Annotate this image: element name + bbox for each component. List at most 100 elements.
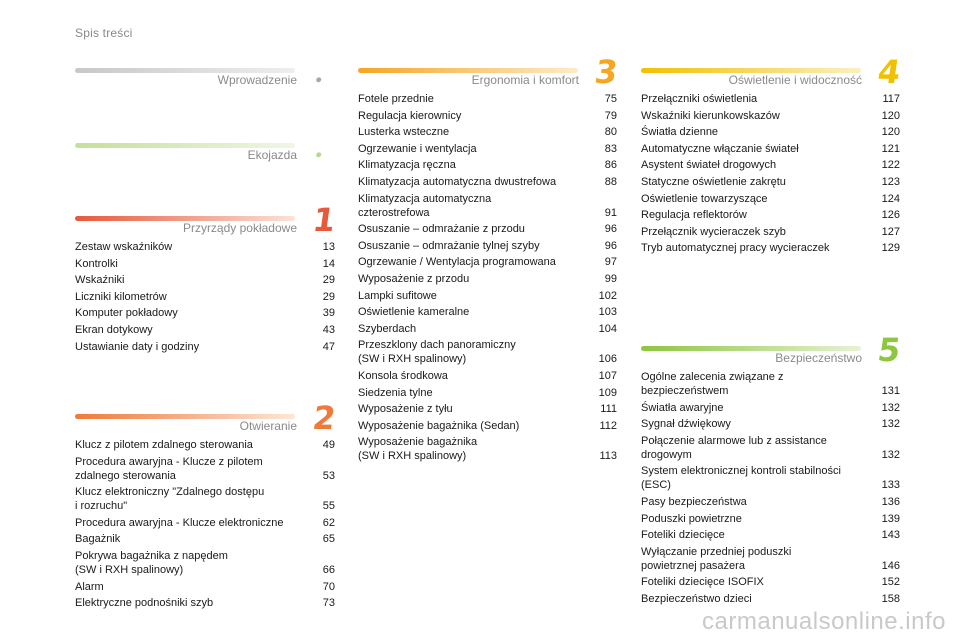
toc-entry-title: Przełączniki oświetlenia — [641, 93, 758, 105]
toc-entry-title: Procedura awaryjna - Klucze z pilotem zd… — [75, 455, 263, 482]
toc-entry[interactable]: Poduszki powietrzne 139 — [641, 512, 900, 526]
toc-entry[interactable]: Kontrolki 14 — [75, 257, 335, 271]
toc-entry-page: 152 — [881, 576, 900, 589]
toc-entry-page: 99 — [604, 272, 617, 285]
toc-entry[interactable]: Foteliki dziecięce 143 — [641, 528, 900, 542]
toc-entry[interactable]: Klimatyzacja ręczna 86 — [358, 158, 617, 172]
toc-entry-title: Klimatyzacja automatyczna dwustrefowa — [358, 175, 557, 188]
toc-entry-page: 131 — [881, 385, 900, 397]
toc-entry[interactable]: Wyłączanie przedniej poduszki powietrzne… — [641, 545, 900, 573]
toc-entry-title: Alarm — [75, 580, 104, 593]
toc-entry-title: Komputer pokładowy — [75, 307, 178, 320]
toc-entry[interactable]: Przełącznik wycieraczek szyb 127 — [641, 225, 900, 239]
toc-entry[interactable]: Procedura awaryjna - Klucze elektroniczn… — [75, 516, 335, 530]
toc-entry-title: Lusterka wsteczne — [358, 126, 450, 139]
toc-entry-page: 146 — [881, 559, 900, 572]
toc-entry[interactable]: Klucz elektroniczny "Zdalnego dostępu i … — [75, 485, 335, 513]
toc-entry[interactable]: Oświetlenie towarzyszące 124 — [641, 192, 900, 206]
toc-entry[interactable]: Bezpieczeństwo dzieci 158 — [641, 592, 900, 606]
toc-entry[interactable]: Alarm 70 — [75, 580, 335, 594]
section-title[interactable]: Wprowadzenie — [217, 73, 297, 87]
toc-entry-title: Tryb automatycznej pracy wycieraczek — [641, 242, 830, 255]
toc-entry-title: Foteliki dziecięce ISOFIX — [641, 576, 764, 589]
toc-entry-title: Osuszanie – odmrażanie tylnej szyby — [358, 239, 540, 252]
toc-entry[interactable]: Wyposażenie z tyłu 111 — [358, 402, 617, 416]
section-title[interactable]: Bezpieczeństwo — [775, 351, 862, 365]
section-title[interactable]: Oświetlenie i widoczność — [728, 73, 862, 87]
section-title[interactable]: Ergonomia i komfort — [471, 73, 579, 87]
toc-entry[interactable]: Procedura awaryjna - Klucze z pilotem zd… — [75, 455, 335, 483]
toc-entry[interactable]: Bagażnik 65 — [75, 532, 335, 546]
toc-entry[interactable]: Liczniki kilometrów 29 — [75, 290, 335, 304]
toc-entry[interactable]: Wskaźniki kierunkowskazów 120 — [641, 109, 900, 123]
toc-entry[interactable]: Lusterka wsteczne 80 — [358, 125, 617, 139]
page-title: Spis treści — [75, 26, 133, 40]
toc-entry[interactable]: Konsola środkowa 107 — [358, 369, 617, 383]
toc-entry[interactable]: Elektryczne podnośniki szyb 73 — [75, 596, 335, 610]
toc-entry[interactable]: Klimatyzacja automatyczna czterostrefowa… — [358, 192, 617, 220]
toc-entry[interactable]: Wyposażenie bagażnika (Sedan) 112 — [358, 419, 617, 433]
toc-entry[interactable]: Tryb automatycznej pracy wycieraczek 129 — [641, 241, 900, 255]
toc-entry[interactable]: Foteliki dziecięce ISOFIX 152 — [641, 575, 900, 589]
toc-entry[interactable]: Siedzenia tylne 109 — [358, 386, 617, 400]
toc-entry[interactable]: Zestaw wskaźników 13 — [75, 240, 335, 254]
section-number: 1 — [310, 201, 338, 239]
section-bar — [358, 68, 578, 73]
section-number: 4 — [875, 53, 903, 91]
toc-entry-page: 143 — [881, 529, 900, 542]
toc-entry-page: 123 — [881, 175, 900, 188]
toc-entry[interactable]: Osuszanie – odmrażanie z przodu 96 — [358, 222, 617, 236]
toc-entry[interactable]: Lampki sufitowe 102 — [358, 289, 617, 303]
toc-entry-page: 136 — [881, 495, 900, 508]
toc-entry-title: Klimatyzacja automatyczna czterostrefowa — [358, 192, 492, 219]
toc-entry-page: 70 — [322, 580, 335, 593]
toc-entry-title: Regulacja kierownicy — [358, 109, 462, 122]
toc-entry[interactable]: Fotele przednie 75 — [358, 92, 617, 106]
toc-entry[interactable]: Wskaźniki 29 — [75, 273, 335, 287]
toc-entry-title: Elektryczne podnośniki szyb — [75, 597, 214, 610]
section-title[interactable]: Przyrządy pokładowe — [182, 221, 297, 235]
toc-entry[interactable]: Osuszanie – odmrażanie tylnej szyby 96 — [358, 239, 617, 253]
toc-entry[interactable]: Ogrzewanie i wentylacja 83 — [358, 142, 617, 156]
section-title[interactable]: Otwieranie — [239, 419, 297, 433]
section-4: Oświetlenie i widoczność 4 Przełączniki … — [641, 53, 903, 258]
toc-entry[interactable]: Klimatyzacja automatyczna dwustrefowa 88 — [358, 175, 617, 189]
section-intro: Wprowadzenie • — [75, 64, 335, 92]
toc-entry-page: 124 — [881, 192, 900, 205]
section-title[interactable]: Ekojazda — [247, 148, 297, 162]
toc-entry[interactable]: Asystent świateł drogowych 122 — [641, 158, 900, 172]
toc-entry[interactable]: Regulacja reflektorów 126 — [641, 208, 900, 222]
toc-entry[interactable]: Przełączniki oświetlenia 117 — [641, 92, 900, 106]
toc-entry-title: Wyposażenie z tyłu — [358, 403, 453, 416]
toc-entry[interactable]: Ogólne zalecenia związane z bezpieczeńst… — [641, 370, 900, 398]
toc-entry[interactable]: Ogrzewanie / Wentylacja programowana 97 — [358, 255, 617, 269]
toc-entry-page: 104 — [598, 322, 617, 335]
toc-entry[interactable]: Komputer pokładowy 39 — [75, 306, 335, 320]
toc-entry-title: Klucz elektroniczny "Zdalnego dostępu i … — [75, 486, 265, 513]
toc-entry[interactable]: Przeszklony dach panoramiczny (SW i RXH … — [358, 338, 617, 366]
toc-entry[interactable]: Klucz z pilotem zdalnego sterowania 49 — [75, 438, 335, 452]
toc-entry[interactable]: Ekran dotykowy 43 — [75, 323, 335, 337]
toc-entry-title: Osuszanie – odmrażanie z przodu — [358, 223, 525, 236]
toc-entry[interactable]: Wyposażenie bagażnika (SW i RXH spalinow… — [358, 435, 617, 463]
toc-entry[interactable]: Pokrywa bagażnika z napędem (SW i RXH sp… — [75, 549, 335, 577]
toc-entry[interactable]: Wyposażenie z przodu 99 — [358, 272, 617, 286]
toc-entry[interactable]: Światła dzienne 120 — [641, 125, 900, 139]
toc-entry[interactable]: Oświetlenie kameralne 103 — [358, 305, 617, 319]
toc-entry[interactable]: Pasy bezpieczeństwa 136 — [641, 495, 900, 509]
toc-entry[interactable]: Automatyczne włączanie świateł 121 — [641, 142, 900, 156]
toc-entry[interactable]: Ustawianie daty i godziny 47 — [75, 340, 335, 354]
toc-entry[interactable]: Regulacja kierownicy 79 — [358, 109, 617, 123]
toc-entry[interactable]: Sygnał dźwiękowy 132 — [641, 417, 900, 431]
toc-entry-page: 132 — [881, 418, 900, 431]
toc-entry-page: 91 — [604, 206, 617, 219]
toc-entry-title: Przeszklony dach panoramiczny (SW i RXH … — [358, 339, 516, 366]
toc-entry-title: Liczniki kilometrów — [75, 290, 167, 303]
toc-entry[interactable]: Połączenie alarmowe lub z assistance dro… — [641, 434, 900, 462]
toc-entry-title: Ustawianie daty i godziny — [75, 340, 200, 353]
toc-entry[interactable]: Statyczne oświetlenie zakrętu 123 — [641, 175, 900, 189]
toc-entry-title: Ekran dotykowy — [75, 323, 153, 336]
toc-entry[interactable]: System elektronicznej kontroli stabilnoś… — [641, 464, 900, 492]
toc-entry[interactable]: Światła awaryjne 132 — [641, 401, 900, 415]
toc-entry[interactable]: Szyberdach 104 — [358, 322, 617, 336]
